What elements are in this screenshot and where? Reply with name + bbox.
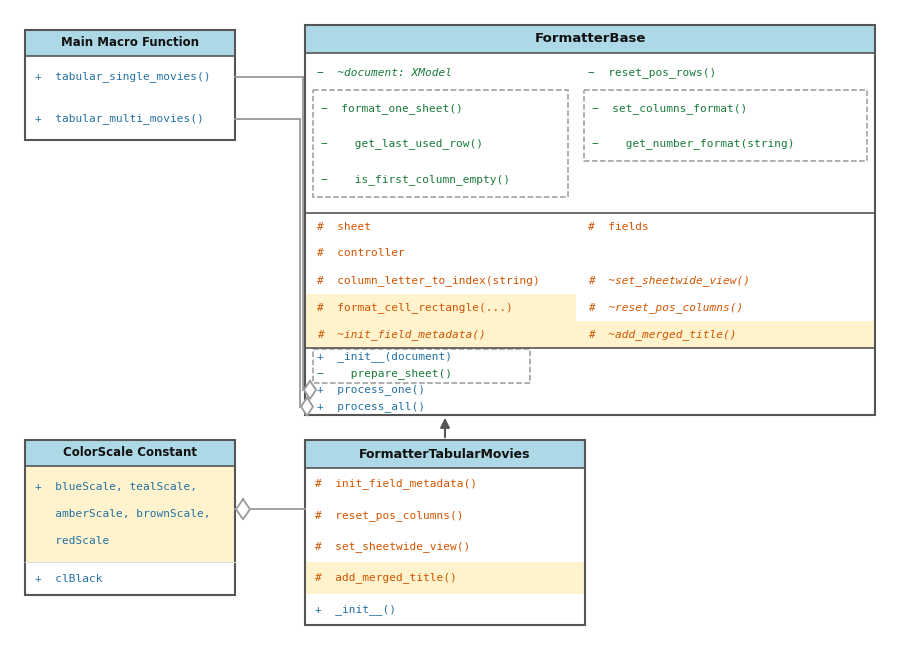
Text: +  tabular_single_movies(): + tabular_single_movies()	[35, 72, 211, 83]
Text: #  ~reset_pos_columns(): # ~reset_pos_columns()	[588, 302, 743, 313]
Text: −  set_columns_format(): − set_columns_format()	[592, 103, 747, 114]
Text: +  _init__(document): + _init__(document)	[317, 351, 452, 362]
Text: −    is_first_column_empty(): − is_first_column_empty()	[321, 174, 510, 185]
Text: −  format_one_sheet(): − format_one_sheet()	[321, 103, 463, 114]
Text: #  add_merged_title(): # add_merged_title()	[315, 573, 456, 583]
Text: #  format_cell_rectangle(...): # format_cell_rectangle(...)	[317, 302, 513, 313]
Text: −    prepare_sheet(): − prepare_sheet()	[317, 368, 452, 378]
Bar	[305, 440, 585, 625]
Bar	[25, 30, 235, 56]
Text: +  _init__(): + _init__()	[315, 604, 396, 615]
Text: −  ~document: XModel: − ~document: XModel	[317, 68, 452, 77]
Bar	[305, 25, 875, 415]
Text: #  column_letter_to_index(string): # column_letter_to_index(string)	[317, 275, 540, 286]
Text: #  set_sheetwide_view(): # set_sheetwide_view()	[315, 541, 470, 552]
Text: FormatterBase: FormatterBase	[535, 32, 645, 46]
Polygon shape	[236, 499, 250, 519]
Bar	[25, 440, 235, 595]
Bar	[25, 30, 235, 140]
Text: +  clBlack: + clBlack	[35, 573, 103, 584]
Text: amberScale, brownScale,: amberScale, brownScale,	[35, 509, 211, 519]
Text: ColorScale Constant: ColorScale Constant	[63, 447, 197, 460]
Text: redScale: redScale	[35, 536, 109, 546]
Text: +  process_one(): + process_one()	[317, 384, 425, 395]
Text: #  sheet: # sheet	[317, 222, 371, 231]
Bar	[305, 321, 576, 348]
Text: −  reset_pos_rows(): − reset_pos_rows()	[588, 67, 716, 78]
Text: +  process_all(): + process_all()	[317, 401, 425, 412]
Text: #  init_field_metadata(): # init_field_metadata()	[315, 478, 477, 489]
Text: #  reset_pos_columns(): # reset_pos_columns()	[315, 510, 464, 521]
Polygon shape	[304, 381, 316, 399]
Bar	[305, 25, 875, 53]
Bar	[25, 440, 235, 466]
Bar	[305, 440, 585, 468]
Bar	[313, 349, 529, 383]
Bar	[576, 321, 875, 348]
Text: #  ~add_merged_title(): # ~add_merged_title()	[588, 329, 736, 340]
Bar	[25, 440, 235, 595]
Text: +  tabular_multi_movies(): + tabular_multi_movies()	[35, 114, 203, 124]
Bar	[584, 90, 867, 161]
Polygon shape	[301, 398, 313, 415]
Bar	[25, 30, 235, 140]
Bar	[305, 562, 585, 593]
Bar	[305, 294, 576, 321]
Bar	[25, 466, 235, 562]
Bar	[305, 440, 585, 625]
Text: +  blueScale, tealScale,: + blueScale, tealScale,	[35, 482, 197, 492]
Bar	[305, 25, 875, 415]
Text: #  ~set_sheetwide_view(): # ~set_sheetwide_view()	[588, 275, 750, 286]
Text: Main Macro Function: Main Macro Function	[61, 36, 199, 49]
Text: #  ~init_field_metadata(): # ~init_field_metadata()	[317, 329, 486, 340]
Text: −    get_number_format(string): − get_number_format(string)	[592, 138, 794, 149]
Text: −    get_last_used_row(): − get_last_used_row()	[321, 138, 483, 149]
Text: FormatterTabularMovies: FormatterTabularMovies	[359, 447, 531, 460]
Text: #  controller: # controller	[317, 248, 405, 259]
Bar	[313, 90, 568, 197]
Text: #  fields: # fields	[588, 222, 649, 231]
